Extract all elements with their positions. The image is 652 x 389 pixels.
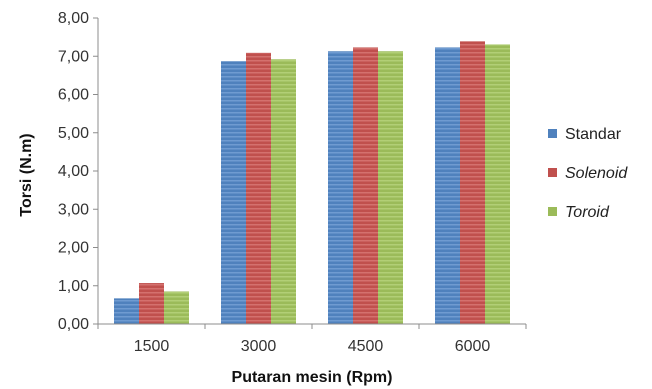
y-axis: 0,00 1,00 2,00 3,00 4,00 5,00 6,00 7,00 8,00 [58,10,99,333]
legend-label-toroid: Toroid [565,204,610,221]
bar-solenoid-6000 [460,41,485,325]
y-tick-label: 4,00 [58,163,89,180]
bar-toroid-1500 [164,291,189,324]
bar-solenoid-3000 [246,52,271,325]
legend-label-standar: Standar [565,126,622,143]
x-tick-label: 3000 [241,338,277,355]
x-tick-label: 1500 [134,338,170,355]
y-tick-label: 0,00 [58,316,89,333]
bar-standar-1500 [114,298,139,324]
legend-swatch-toroid [548,207,557,216]
y-tick-label: 2,00 [58,240,89,257]
legend-swatch-solenoid [548,168,557,177]
legend-swatch-standar [548,129,557,138]
bar-toroid-3000 [271,59,296,325]
y-tick-label: 8,00 [58,10,89,27]
bar-solenoid-1500 [139,283,164,324]
y-tick-label: 3,00 [58,201,89,218]
bar-toroid-4500 [378,51,403,325]
y-tick-label: 5,00 [58,125,89,142]
x-tick-label: 4500 [348,338,384,355]
y-tick-label: 6,00 [58,87,89,104]
bar-standar-3000 [221,61,246,324]
legend-label-solenoid: Solenoid [565,165,628,182]
y-tick-label: 7,00 [58,48,89,65]
plot-area [114,41,510,325]
bar-solenoid-4500 [353,47,378,324]
y-tick-label: 1,00 [58,278,89,295]
bar-toroid-6000 [485,44,510,324]
x-axis-title: Putaran mesin (Rpm) [232,369,393,386]
bar-standar-6000 [435,47,460,324]
legend: Standar Solenoid Toroid [548,126,628,221]
x-axis: 1500 3000 4500 6000 [97,323,527,355]
y-axis-title: Torsi (N.m) [18,133,35,216]
bar-standar-4500 [328,51,353,325]
x-tick-label: 6000 [455,338,491,355]
